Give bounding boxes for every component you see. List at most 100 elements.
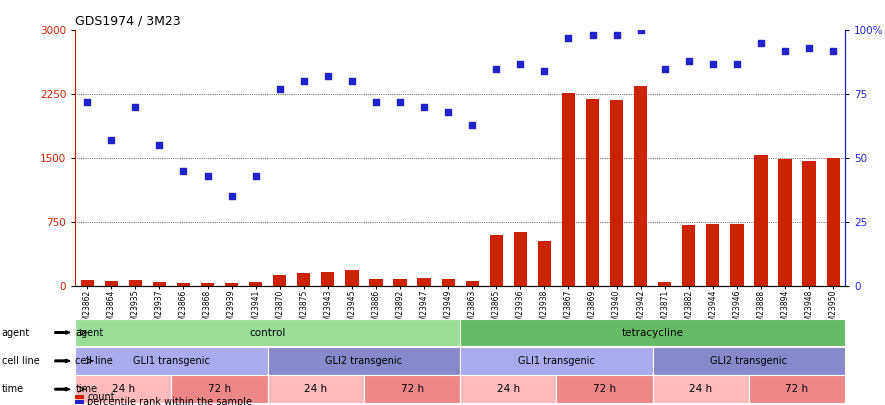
Text: cell line: cell line [75,356,113,366]
Bar [513,232,527,286]
Text: GLI2 transgenic: GLI2 transgenic [326,356,403,366]
Bar [538,241,551,286]
Point [489,66,504,72]
Text: 24 h: 24 h [496,384,519,394]
Bar [489,235,503,286]
Bar [172,375,267,403]
Bar [267,375,364,403]
Point [225,193,239,200]
Point [634,27,648,34]
Text: GLI1 transgenic: GLI1 transgenic [133,356,210,366]
Point [754,40,768,47]
Text: 24 h: 24 h [112,384,135,394]
Point [417,104,431,110]
Text: agent: agent [75,328,104,337]
Bar [321,272,335,286]
Point [345,78,359,85]
Text: count: count [88,392,115,403]
Bar [225,284,238,286]
Point [730,60,744,67]
Bar [610,100,623,286]
Text: agent: agent [2,328,30,337]
Bar [466,281,479,286]
Point [128,104,142,110]
Bar [75,375,172,403]
Bar [652,375,749,403]
Bar [749,375,845,403]
Bar [827,158,840,286]
Bar [562,93,575,286]
Text: percentile rank within the sample: percentile rank within the sample [88,397,252,405]
Point [778,47,792,54]
Point [466,122,480,128]
Bar [682,225,696,286]
Text: time: time [75,384,97,394]
Point [441,109,455,115]
Bar [128,280,142,286]
Bar [779,159,792,286]
Point [393,98,407,105]
Point [320,73,335,79]
Bar [201,283,214,286]
Bar [557,375,652,403]
Bar [586,99,599,286]
Bar [730,224,743,286]
Point [369,98,383,105]
Point [152,142,166,149]
Bar [345,270,358,286]
Point [705,60,720,67]
Bar [460,375,557,403]
Point [249,173,263,179]
Bar [652,347,845,375]
Point [586,32,600,39]
Point [802,45,816,51]
Bar [297,273,311,286]
Text: GLI2 transgenic: GLI2 transgenic [711,356,788,366]
Text: tetracycline: tetracycline [621,328,684,337]
Bar [267,347,460,375]
Text: control: control [250,328,286,337]
Point [81,98,95,105]
Point [826,47,840,54]
Bar [153,282,166,286]
Point [658,66,672,72]
Bar [442,279,455,286]
Bar [754,155,767,286]
Bar [658,282,672,286]
Text: 72 h: 72 h [593,384,616,394]
Point [176,168,190,174]
Text: 72 h: 72 h [401,384,424,394]
Bar [369,279,382,286]
Point [610,32,624,39]
Bar [460,347,652,375]
Bar [706,224,720,286]
Point [537,68,551,75]
Text: time: time [2,384,24,394]
Bar [394,279,407,286]
Bar [75,319,460,346]
Point [296,78,311,85]
Text: 72 h: 72 h [208,384,231,394]
Bar [177,283,190,286]
Bar [803,161,816,286]
Text: GLI1 transgenic: GLI1 transgenic [518,356,595,366]
Bar [104,281,118,286]
Bar [249,282,262,286]
Point [681,58,696,64]
Bar [81,280,94,286]
Point [513,60,527,67]
Text: GDS1974 / 3M23: GDS1974 / 3M23 [75,15,181,28]
Bar [75,347,267,375]
Bar [75,401,84,405]
Point [104,137,119,143]
Point [561,35,575,41]
Bar [460,319,845,346]
Text: 72 h: 72 h [786,384,809,394]
Text: 24 h: 24 h [304,384,327,394]
Bar [418,278,431,286]
Bar [273,275,287,286]
Text: 24 h: 24 h [689,384,712,394]
Point [273,86,287,92]
Bar [75,395,84,399]
Bar [364,375,460,403]
